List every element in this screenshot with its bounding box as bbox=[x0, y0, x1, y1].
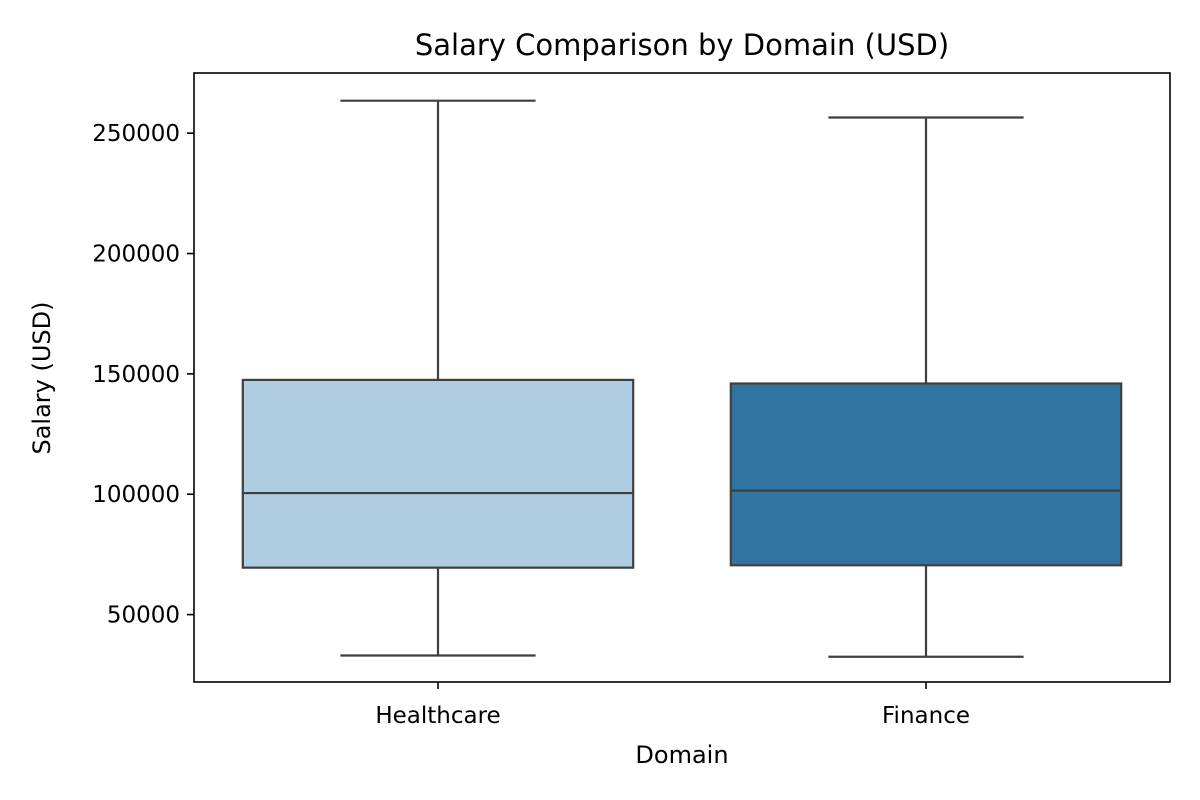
y-tick-label-200000: 200000 bbox=[92, 242, 180, 268]
box-healthcare bbox=[241, 99, 635, 657]
iqr-box-finance bbox=[729, 382, 1123, 567]
x-tick-label-finance: Finance bbox=[882, 703, 970, 729]
plot-frame bbox=[193, 72, 1171, 683]
y-tick-label-250000: 250000 bbox=[92, 121, 180, 147]
y-tick-label-50000: 50000 bbox=[107, 603, 180, 629]
x-axis: Healthcare Finance bbox=[375, 682, 970, 729]
iqr-box-healthcare bbox=[241, 378, 635, 569]
box-finance bbox=[729, 116, 1123, 658]
x-axis-label: Domain bbox=[635, 741, 728, 769]
y-tick-label-100000: 100000 bbox=[92, 482, 180, 508]
y-axis: 50000 100000 150000 200000 250000 bbox=[92, 121, 194, 629]
y-axis-label: Salary (USD) bbox=[28, 301, 56, 454]
x-tick-label-healthcare: Healthcare bbox=[375, 703, 500, 729]
plot-area bbox=[241, 99, 1123, 658]
chart-title: Salary Comparison by Domain (USD) bbox=[415, 28, 949, 62]
y-tick-label-150000: 150000 bbox=[92, 362, 180, 388]
